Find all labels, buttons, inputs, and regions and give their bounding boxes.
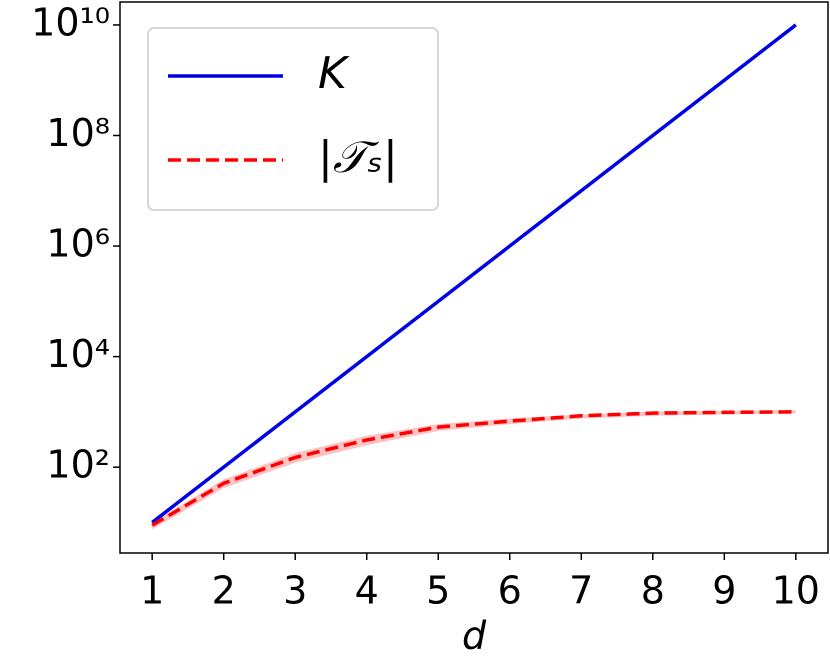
series-line bbox=[151, 23, 797, 524]
x-tick-label: 6 bbox=[498, 569, 522, 613]
series-line bbox=[151, 410, 796, 527]
legend-label: K bbox=[318, 48, 350, 99]
x-tick-label: 8 bbox=[641, 569, 665, 613]
x-tick-label: 5 bbox=[426, 569, 450, 613]
x-tick-label: 9 bbox=[712, 569, 736, 613]
x-tick-label: 10 bbox=[772, 569, 820, 613]
y-tick-label: 10⁴ bbox=[46, 332, 110, 376]
x-tick-label: 2 bbox=[212, 569, 236, 613]
y-tick-label: 10¹⁰ bbox=[31, 0, 110, 44]
x-tick-label: 1 bbox=[140, 569, 164, 613]
y-tick-label: 10⁸ bbox=[46, 111, 110, 155]
x-tick-label: 3 bbox=[283, 569, 307, 613]
x-tick-label: 4 bbox=[355, 569, 379, 613]
x-tick-label: 7 bbox=[569, 569, 593, 613]
legend-label: |𝒯ₛ| bbox=[318, 132, 398, 183]
y-tick-label: 10⁶ bbox=[46, 222, 110, 266]
y-tick-label: 10² bbox=[46, 443, 110, 487]
legend-box bbox=[147, 27, 439, 211]
x-axis-label: d bbox=[462, 614, 487, 658]
plot-frame bbox=[119, 1, 829, 554]
confidence-band bbox=[152, 410, 796, 530]
